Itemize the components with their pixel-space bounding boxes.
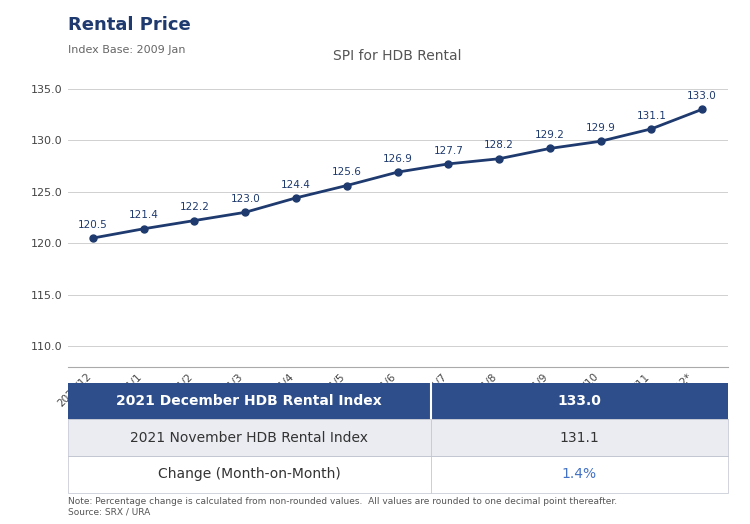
Text: Change (Month-on-Month): Change (Month-on-Month) [158, 467, 340, 481]
Text: 133.0: 133.0 [687, 91, 717, 101]
Text: 133.0: 133.0 [557, 394, 601, 408]
Text: 125.6: 125.6 [332, 167, 362, 177]
Title: SPI for HDB Rental: SPI for HDB Rental [333, 49, 462, 63]
Text: 122.2: 122.2 [179, 202, 209, 212]
Text: 2021 November HDB Rental Index: 2021 November HDB Rental Index [130, 431, 368, 444]
Text: 120.5: 120.5 [78, 220, 108, 230]
Text: 126.9: 126.9 [382, 154, 412, 164]
Text: Index Base: 2009 Jan: Index Base: 2009 Jan [68, 45, 185, 54]
Text: 121.4: 121.4 [129, 211, 158, 221]
Text: Source: SRX / URA: Source: SRX / URA [68, 507, 150, 516]
Text: 124.4: 124.4 [281, 180, 311, 190]
Text: Note: Percentage change is calculated from non-rounded values.  All values are r: Note: Percentage change is calculated fr… [68, 497, 616, 506]
Text: 127.7: 127.7 [433, 146, 464, 156]
Text: Rental Price: Rental Price [68, 16, 190, 34]
Text: 128.2: 128.2 [484, 140, 514, 150]
Text: 129.2: 129.2 [535, 130, 565, 140]
Text: 129.9: 129.9 [586, 123, 616, 133]
Text: 2021 December HDB Rental Index: 2021 December HDB Rental Index [116, 394, 382, 408]
Text: 1.4%: 1.4% [562, 467, 596, 481]
Text: 131.1: 131.1 [559, 431, 598, 444]
Text: 123.0: 123.0 [230, 194, 260, 204]
Text: 131.1: 131.1 [637, 111, 666, 121]
